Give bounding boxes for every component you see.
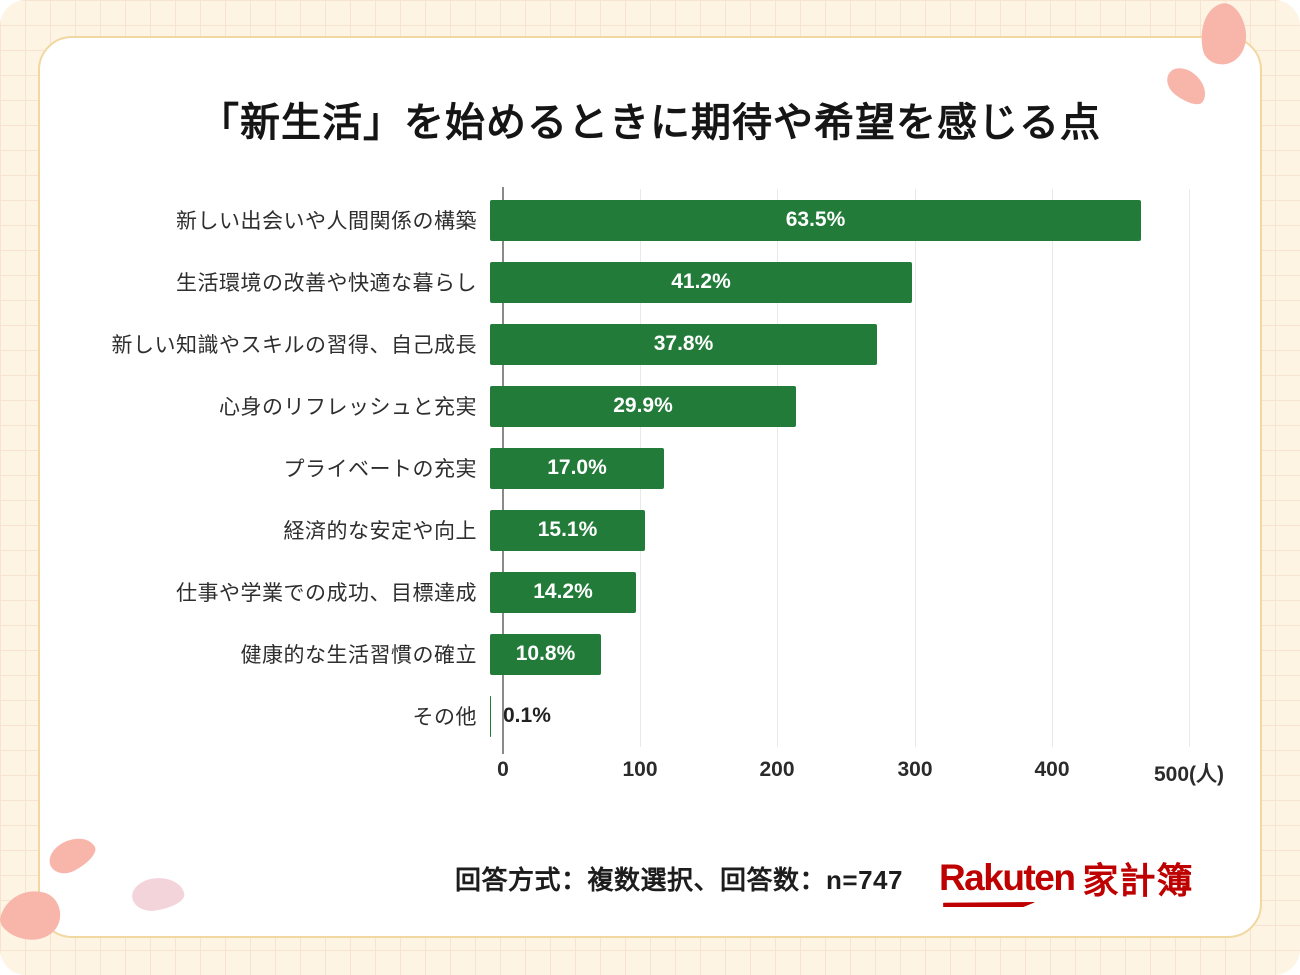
gridline [777, 189, 778, 747]
bar-value-label: 14.2% [533, 580, 593, 603]
bar-track: 15.1% [490, 509, 1260, 551]
category-label: プライベートの充実 [283, 458, 477, 481]
chart-row: 仕事や学業での成功、目標達成 14.2% [40, 561, 1260, 623]
bar-track: 41.2% [490, 261, 1260, 303]
chart-title: 「新生活」を始めるときに期待や希望を感じる点 [199, 101, 1101, 145]
chart-row: 生活環境の改善や快適な暮らし 41.2% [40, 251, 1260, 313]
bar-track: 17.0% [490, 447, 1260, 489]
bar [490, 509, 645, 551]
bar [490, 571, 636, 613]
category-label: 新しい出会いや人間関係の構築 [176, 210, 477, 233]
bar-value-label: 37.8% [653, 332, 714, 355]
chart-row: プライベートの充実 17.0% [40, 437, 1260, 499]
bar-track: 14.2% [490, 571, 1260, 613]
bar [490, 261, 912, 303]
gridline [1189, 189, 1190, 747]
chart-row: 健康的な生活習慣の確立 10.8% [40, 623, 1260, 685]
bar-value-label: 0.1% [503, 704, 551, 727]
bar [490, 695, 491, 737]
survey-note: 回答方式：複数選択、回答数：n=747 [455, 864, 903, 895]
chart-row: 経済的な安定や向上 15.1% [40, 499, 1260, 561]
bar [490, 633, 601, 675]
category-label: 仕事や学業での成功、目標達成 [176, 582, 477, 605]
bar [490, 199, 1141, 241]
kakeibo-text: 家計簿 [1082, 860, 1194, 901]
x-tick-label: 0 [497, 758, 509, 781]
bar-track: 10.8% [490, 633, 1260, 675]
chart-card: 「新生活」を始めるときに期待や希望を感じる点 新しい出会いや人間関係の構築 63… [38, 36, 1262, 938]
category-label: 生活環境の改善や快適な暮らし [176, 272, 477, 295]
bar-value-label: 10.8% [515, 642, 576, 665]
bar-value-label: 15.1% [537, 518, 598, 541]
rakuten-brand-text: Rakuten [938, 857, 1076, 898]
bar-value-label: 41.2% [671, 270, 731, 293]
rakuten-underline-icon [940, 902, 1035, 907]
bar-chart: 新しい出会いや人間関係の構築 63.5% 生活環境の改善や快適な暮らし 41.2… [40, 189, 1260, 747]
chart-row: 心身のリフレッシュと充実 29.9% [40, 375, 1260, 437]
x-tick-label: 100 [622, 758, 658, 781]
gridline [1052, 189, 1053, 747]
gridline [915, 189, 916, 747]
chart-footer: 回答方式：複数選択、回答数：n=747 Rakuten 家計簿 [455, 852, 1193, 904]
bar [490, 323, 877, 365]
bar [490, 447, 664, 489]
chart-row: 新しい知識やスキルの習得、自己成長 37.8% [40, 313, 1260, 375]
category-label: その他 [412, 706, 477, 729]
category-label: 経済的な安定や向上 [283, 520, 477, 543]
rakuten-wordmark: Rakuten [938, 857, 1076, 899]
bar [490, 385, 796, 427]
bar-track: 29.9% [490, 385, 1260, 427]
bar-track: 0.1% [490, 695, 1260, 737]
bar-track: 63.5% [490, 199, 1260, 241]
bar-value-label: 29.9% [613, 394, 673, 417]
x-tick-label: 200 [759, 758, 795, 781]
category-label: 新しい知識やスキルの習得、自己成長 [111, 334, 477, 357]
bar-value-label: 63.5% [785, 208, 846, 231]
chart-row: 新しい出会いや人間関係の構築 63.5% [40, 189, 1260, 251]
x-tick-label: 300 [897, 758, 933, 781]
category-label: 心身のリフレッシュと充実 [219, 396, 477, 419]
x-tick-label: 400 [1034, 758, 1070, 781]
chart-row: その他 0.1% [40, 685, 1260, 747]
x-tick-label: 500(人) [1153, 763, 1225, 786]
bar-track: 37.8% [490, 323, 1260, 365]
category-label: 健康的な生活習慣の確立 [240, 644, 477, 667]
x-axis-ticks: 0 100 200 300 400 500(人) [497, 758, 1224, 788]
rakuten-kakeibo-logo: Rakuten 家計簿 [939, 852, 1194, 904]
bar-value-label: 17.0% [547, 456, 607, 479]
